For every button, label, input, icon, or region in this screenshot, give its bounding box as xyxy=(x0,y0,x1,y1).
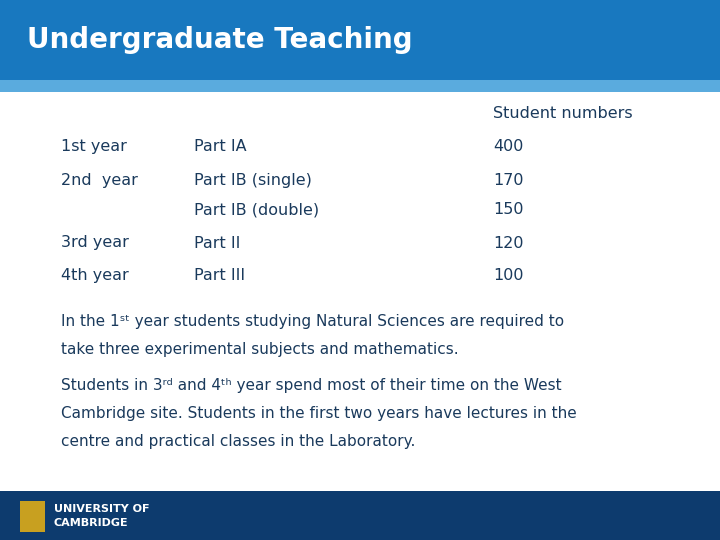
Text: 120: 120 xyxy=(493,235,523,251)
Text: take three experimental subjects and mathematics.: take three experimental subjects and mat… xyxy=(61,342,459,357)
Text: 150: 150 xyxy=(493,202,523,217)
Bar xyxy=(20,501,45,532)
Text: Part IB (double): Part IB (double) xyxy=(194,202,320,217)
Text: 4th year: 4th year xyxy=(61,268,129,283)
Text: Part IA: Part IA xyxy=(194,139,247,154)
Bar xyxy=(0,491,720,540)
Text: centre and practical classes in the Laboratory.: centre and practical classes in the Labo… xyxy=(61,434,415,449)
Text: 2nd  year: 2nd year xyxy=(61,173,138,188)
Text: Cambridge site. Students in the first two years have lectures in the: Cambridge site. Students in the first tw… xyxy=(61,406,577,421)
Text: 400: 400 xyxy=(493,139,523,154)
Text: In the 1ˢᵗ year students studying Natural Sciences are required to: In the 1ˢᵗ year students studying Natura… xyxy=(61,314,564,329)
Text: UNIVERSITY OF
CAMBRIDGE: UNIVERSITY OF CAMBRIDGE xyxy=(54,504,150,528)
Text: 170: 170 xyxy=(493,173,523,188)
Text: Part II: Part II xyxy=(194,235,240,251)
Text: 100: 100 xyxy=(493,268,523,283)
Bar xyxy=(0,0,720,80)
Text: Undergraduate Teaching: Undergraduate Teaching xyxy=(27,26,413,54)
Text: 3rd year: 3rd year xyxy=(61,235,129,251)
Text: Part III: Part III xyxy=(194,268,246,283)
Text: 1st year: 1st year xyxy=(61,139,127,154)
Bar xyxy=(0,80,720,92)
Text: Student numbers: Student numbers xyxy=(493,106,633,121)
Text: Students in 3ʳᵈ and 4ᵗʰ year spend most of their time on the West: Students in 3ʳᵈ and 4ᵗʰ year spend most … xyxy=(61,378,562,393)
Text: Part IB (single): Part IB (single) xyxy=(194,173,312,188)
